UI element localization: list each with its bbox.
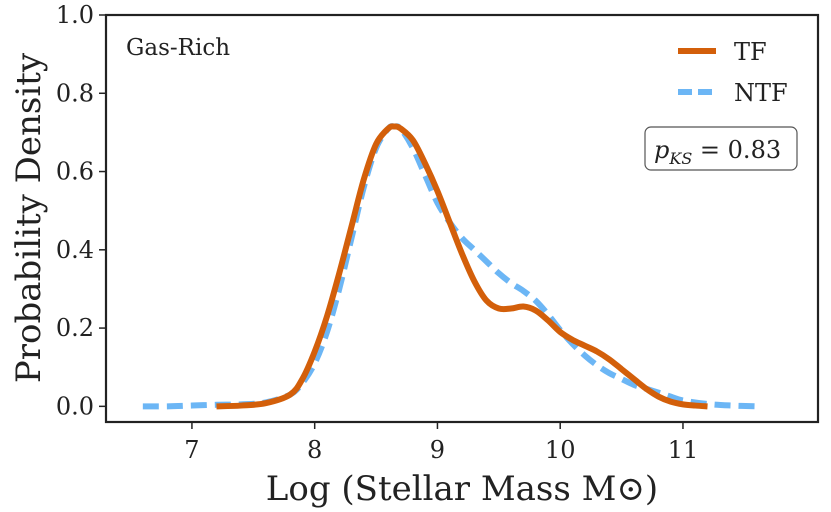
y-tick-label: 1.0 [56,1,94,29]
legend-label-tf: TF [734,38,767,66]
legend-label-ntf: NTF [734,79,788,107]
x-axis-label: Log (Stellar Mass M⊙) [266,469,658,509]
x-tick-label: 8 [307,436,322,464]
y-tick-label: 0.8 [56,79,94,107]
x-tick-label: 11 [668,436,699,464]
ks-stat-box: pKS = 0.83 [644,126,798,171]
y-tick-label: 0.0 [56,392,94,420]
x-tick-label: 10 [545,436,576,464]
series-line-ntf [142,123,757,410]
y-axis-label: Probability Density [9,52,49,383]
panel-annotation: Gas-Rich [126,35,230,61]
series-line-tf [216,123,708,410]
y-tick-label: 0.4 [56,236,94,264]
x-axis: 7 8 9 10 11 [184,422,698,464]
y-tick-label: 0.6 [56,158,94,186]
x-tick-label: 9 [430,436,445,464]
ks-stat-text: pKS = 0.83 [654,136,781,168]
y-axis: 0.0 0.2 0.4 0.6 0.8 1.0 [56,1,106,420]
x-tick-label: 7 [184,436,199,464]
legend: TF NTF [678,38,788,107]
axes-frame [104,13,820,424]
ks-stat-frame [644,126,798,171]
plot-area [142,123,757,410]
y-tick-label: 0.2 [56,314,94,342]
